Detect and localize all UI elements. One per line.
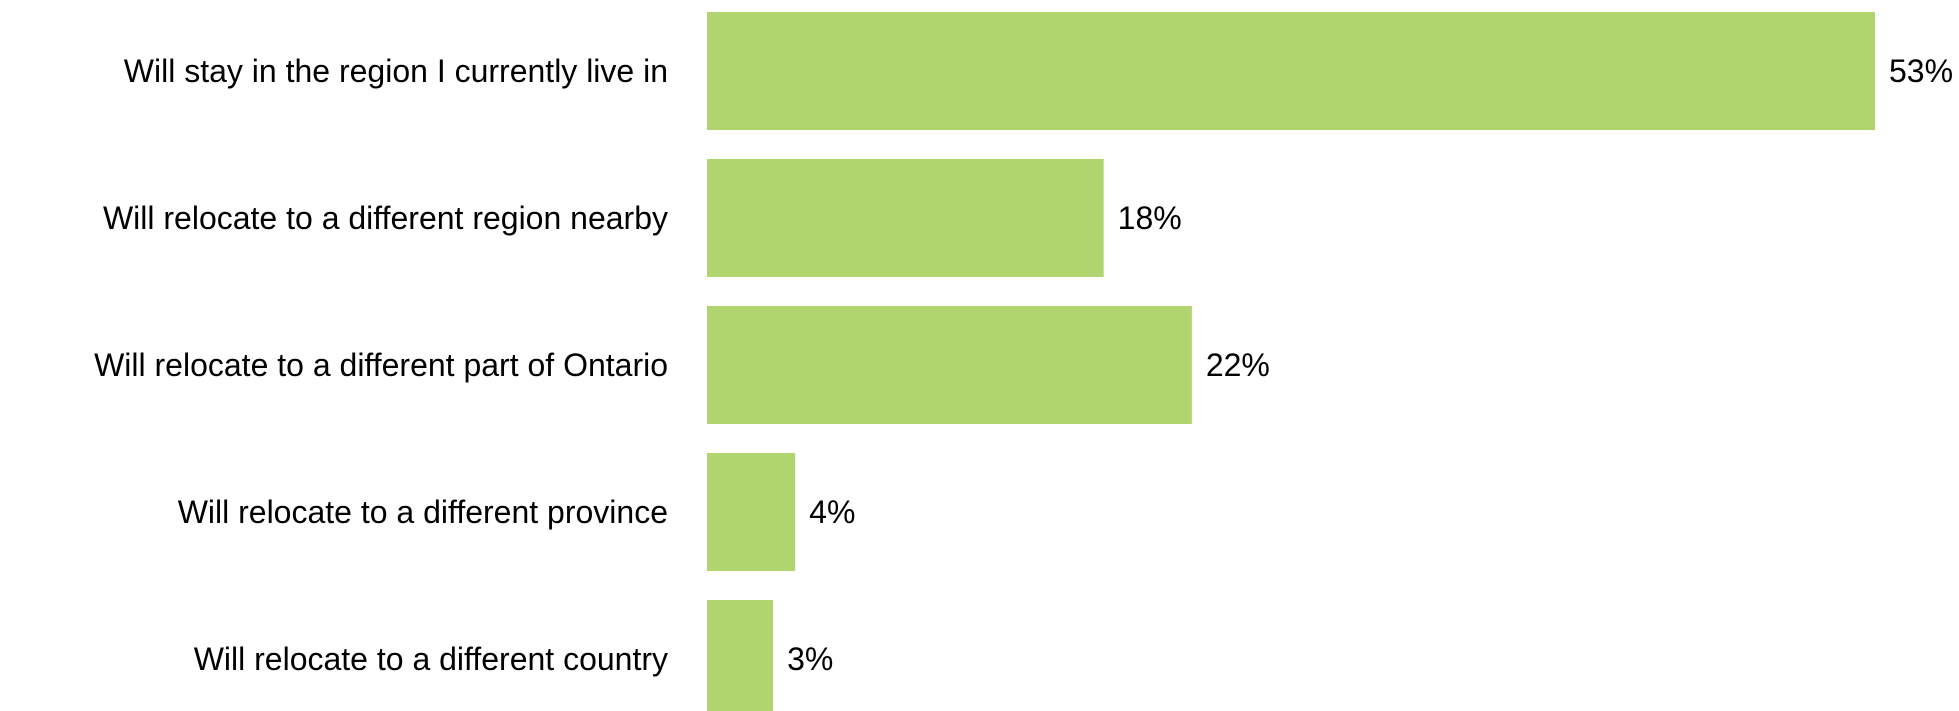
category-label-5: Will relocate to a different country bbox=[194, 641, 668, 677]
bar-4 bbox=[707, 453, 796, 571]
value-label-2: 18% bbox=[1118, 200, 1182, 236]
value-label-1: 53% bbox=[1889, 53, 1953, 89]
category-labels: Will stay in the region I currently live… bbox=[94, 53, 668, 677]
bars-layer bbox=[707, 12, 1875, 711]
value-label-3: 22% bbox=[1206, 347, 1270, 383]
bar-1 bbox=[707, 12, 1875, 130]
value-labels: 53% 18% 22% 4% 3% bbox=[787, 53, 1953, 677]
category-label-2: Will relocate to a different region near… bbox=[103, 200, 668, 236]
category-label-1: Will stay in the region I currently live… bbox=[124, 53, 668, 89]
category-label-3: Will relocate to a different part of Ont… bbox=[94, 347, 668, 383]
bar-3 bbox=[707, 306, 1192, 424]
bar-2 bbox=[707, 159, 1104, 277]
category-label-4: Will relocate to a different province bbox=[178, 494, 668, 530]
value-label-4: 4% bbox=[809, 494, 855, 530]
value-label-5: 3% bbox=[787, 641, 833, 677]
bar-5 bbox=[707, 600, 774, 711]
